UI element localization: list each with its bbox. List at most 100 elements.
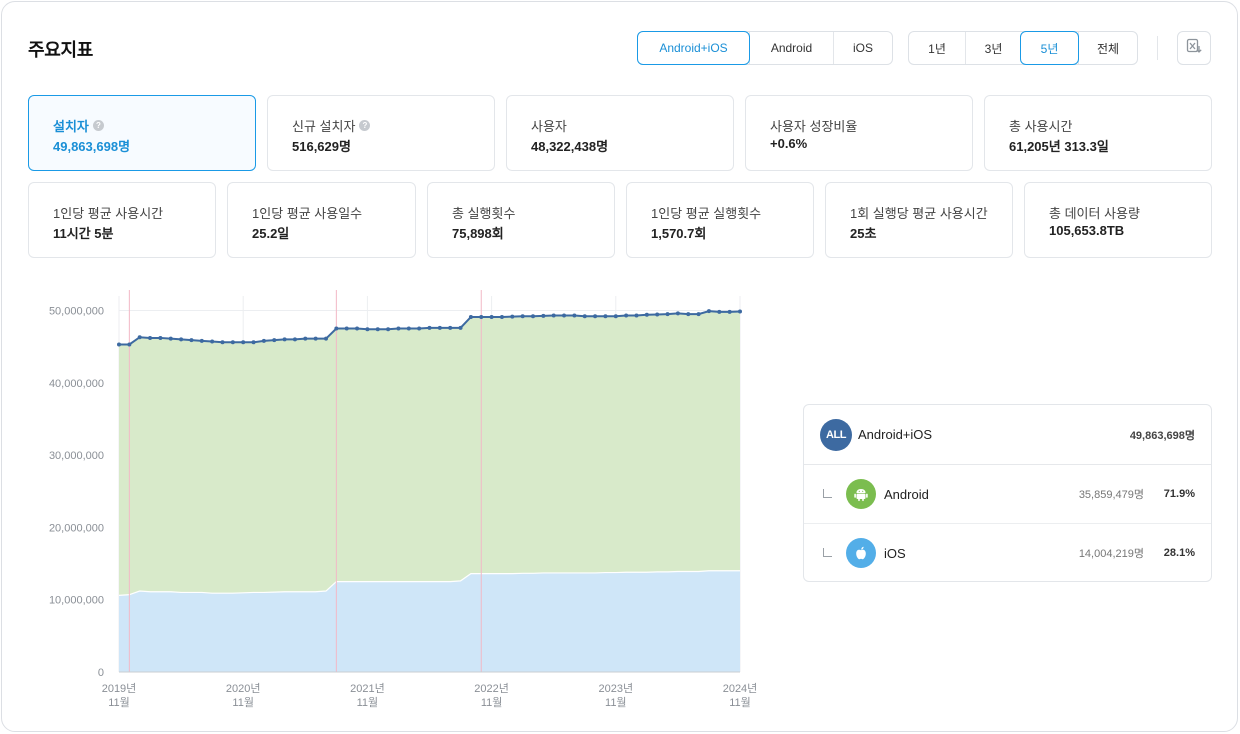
metric-label: 1인당 평균 사용일수	[252, 206, 363, 221]
breakdown-percent: 28.1%	[1163, 547, 1195, 559]
tab-5year[interactable]: 5년	[1020, 31, 1079, 65]
total-series-point	[437, 325, 442, 330]
total-series-point	[520, 314, 525, 319]
metric-card-installers[interactable]: 설치자? 49,863,698명	[28, 95, 256, 171]
metric-label: 신규 설치자	[292, 119, 356, 134]
total-series-point	[220, 340, 225, 345]
total-series-point	[324, 336, 328, 341]
tab-android-ios[interactable]: Android+iOS	[637, 31, 750, 65]
total-series-point	[303, 336, 308, 341]
total-series-point	[292, 337, 297, 342]
total-series-point	[417, 326, 422, 331]
help-icon[interactable]: ?	[359, 120, 371, 131]
tab-all[interactable]: 전체	[1078, 32, 1137, 64]
total-series-point	[603, 314, 608, 319]
total-series-point	[261, 338, 266, 343]
metric-card-data-usage[interactable]: 총 데이터 사용량 105,653.8TB	[1024, 182, 1212, 258]
metric-card-avg-session-time[interactable]: 1회 실행당 평균 사용시간 25초	[825, 182, 1013, 258]
total-series-point	[179, 337, 184, 342]
tab-android[interactable]: Android	[749, 32, 833, 64]
y-tick-label: 20,000,000	[49, 522, 104, 534]
x-tick-label: 2024년	[723, 682, 758, 695]
breakdown-row-total[interactable]: ALL Android+iOS 49,863,698명	[804, 405, 1211, 465]
total-series-point	[406, 326, 411, 331]
total-series-point	[634, 313, 639, 318]
metric-card-total-usage-time[interactable]: 총 사용시간 61,205년 313.3일	[984, 95, 1212, 171]
tab-1year[interactable]: 1년	[928, 41, 946, 56]
metric-card-total-launches[interactable]: 총 실행횟수 75,898회	[427, 182, 615, 258]
total-series-point	[396, 326, 401, 331]
breakdown-value: 35,859,479명	[1078, 489, 1144, 501]
y-tick-label: 30,000,000	[49, 450, 104, 462]
y-tick-label: 40,000,000	[49, 378, 104, 390]
breakdown-row-android[interactable]: Android 35,859,479명 71.9%	[804, 465, 1211, 524]
installers-area-chart[interactable]: 0 10,000,000 20,000,000 30,000,000 40,000,00…	[0, 280, 780, 720]
ios-area	[119, 570, 740, 672]
total-series-point	[158, 335, 163, 340]
total-series-point	[313, 336, 318, 341]
metric-label: 사용자	[531, 119, 567, 134]
total-series-point	[365, 327, 370, 332]
metric-value: 61,205년 313.3일	[1009, 139, 1109, 154]
y-tick-label: 10,000,000	[49, 595, 104, 607]
metric-card-new-installers[interactable]: 신규 설치자? 516,629명	[267, 95, 495, 171]
metric-value: 49,863,698명	[53, 139, 131, 154]
total-series-point	[282, 337, 287, 342]
total-series-point	[117, 342, 121, 347]
breakdown-row-ios[interactable]: iOS 14,004,219명 28.1%	[804, 524, 1211, 582]
x-tick-label: 2019년	[102, 682, 137, 695]
total-series-point	[230, 340, 235, 345]
tab-3year[interactable]: 3년	[965, 32, 1021, 64]
breakdown-name: Android+iOS	[858, 427, 933, 442]
x-tick-label: 11월	[108, 696, 130, 709]
total-series-point	[727, 309, 732, 314]
metric-card-user-growth[interactable]: 사용자 성장비율 +0.6%	[745, 95, 973, 171]
total-series-point	[582, 314, 587, 319]
total-series-point	[168, 336, 173, 341]
page-title: 주요지표	[28, 40, 94, 60]
y-tick-label: 50,000,000	[49, 305, 104, 317]
y-tick-label: 0	[98, 667, 104, 679]
total-series-point	[355, 326, 360, 331]
total-series-point	[593, 314, 598, 319]
platform-toggle: Android+iOS Android iOS	[637, 31, 893, 65]
total-series-point	[427, 325, 432, 330]
metric-card-avg-usage-days[interactable]: 1인당 평균 사용일수 25.2일	[227, 182, 416, 258]
x-tick-label: 2020년	[226, 682, 261, 695]
total-series-point	[210, 339, 215, 344]
help-icon[interactable]: ?	[92, 120, 104, 131]
x-tick-label: 2021년	[350, 682, 385, 695]
total-series-point	[655, 312, 660, 317]
total-series-point	[189, 338, 194, 343]
total-series-point	[717, 309, 722, 314]
metric-card-users[interactable]: 사용자 48,322,438명	[506, 95, 734, 171]
x-tick-label: 11월	[232, 696, 254, 709]
total-series-point	[499, 314, 504, 319]
total-series-point	[386, 327, 391, 332]
total-series-point	[334, 326, 339, 331]
metric-card-avg-launches[interactable]: 1인당 평균 실행횟수 1,570.7회	[626, 182, 814, 258]
total-series-point	[510, 314, 515, 319]
total-series-point	[479, 314, 484, 319]
total-series-point	[251, 340, 256, 345]
metric-value: 11시간 5분	[53, 226, 114, 241]
metric-value: 1,570.7회	[651, 226, 707, 241]
total-series-point	[344, 326, 349, 331]
total-series-point	[127, 342, 132, 347]
breakdown-value: 14,004,219명	[1078, 548, 1144, 560]
total-series-point	[624, 313, 629, 318]
x-tick-label: 2022년	[474, 682, 509, 695]
tab-ios[interactable]: iOS	[833, 32, 892, 64]
ios-boundary-line	[118, 570, 741, 596]
x-tick-label: 11월	[729, 696, 751, 709]
download-button[interactable]	[1177, 31, 1211, 65]
total-series-point	[613, 314, 618, 319]
platform-breakdown: ALL Android+iOS 49,863,698명 Android 35,8…	[803, 404, 1212, 582]
metric-card-avg-usage-time[interactable]: 1인당 평균 사용시간 11시간 5분	[28, 182, 216, 258]
tree-branch-icon	[823, 489, 832, 498]
total-series-point	[272, 338, 277, 343]
breakdown-name: iOS	[884, 545, 906, 561]
android-icon	[846, 479, 876, 509]
total-series-point	[706, 309, 711, 314]
total-series-point	[644, 312, 649, 317]
